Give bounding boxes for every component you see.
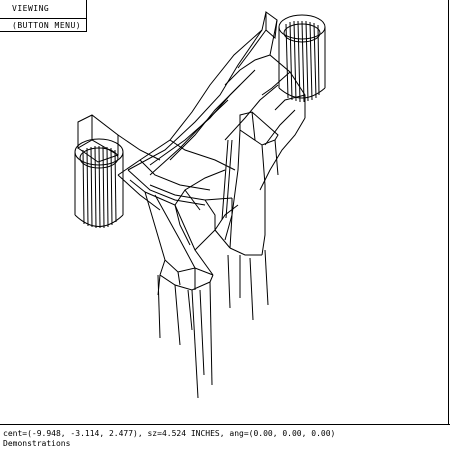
menu-divider	[0, 18, 86, 19]
menu-title: VIEWING	[12, 4, 50, 13]
upper-cylinder	[278, 14, 326, 103]
view-parameters: cent=(-9.948, -3.114, 2.477), sz=4.524 I…	[3, 429, 336, 438]
button-menu-button[interactable]: (BUTTON MENU)	[12, 21, 82, 30]
status-message: Demonstrations	[3, 439, 71, 448]
wireframe-model	[74, 11, 326, 399]
viewing-menu: VIEWING (BUTTON MENU)	[0, 0, 87, 32]
left-cylinder	[74, 138, 124, 229]
lower-body	[129, 169, 233, 296]
legs	[157, 139, 269, 399]
graphics-viewport[interactable]: VIEWING (BUTTON MENU)	[0, 0, 449, 424]
left-block	[77, 114, 161, 163]
curved-arm	[117, 11, 306, 211]
right-block	[214, 111, 279, 256]
status-bar: cent=(-9.948, -3.114, 2.477), sz=4.524 I…	[0, 424, 450, 450]
